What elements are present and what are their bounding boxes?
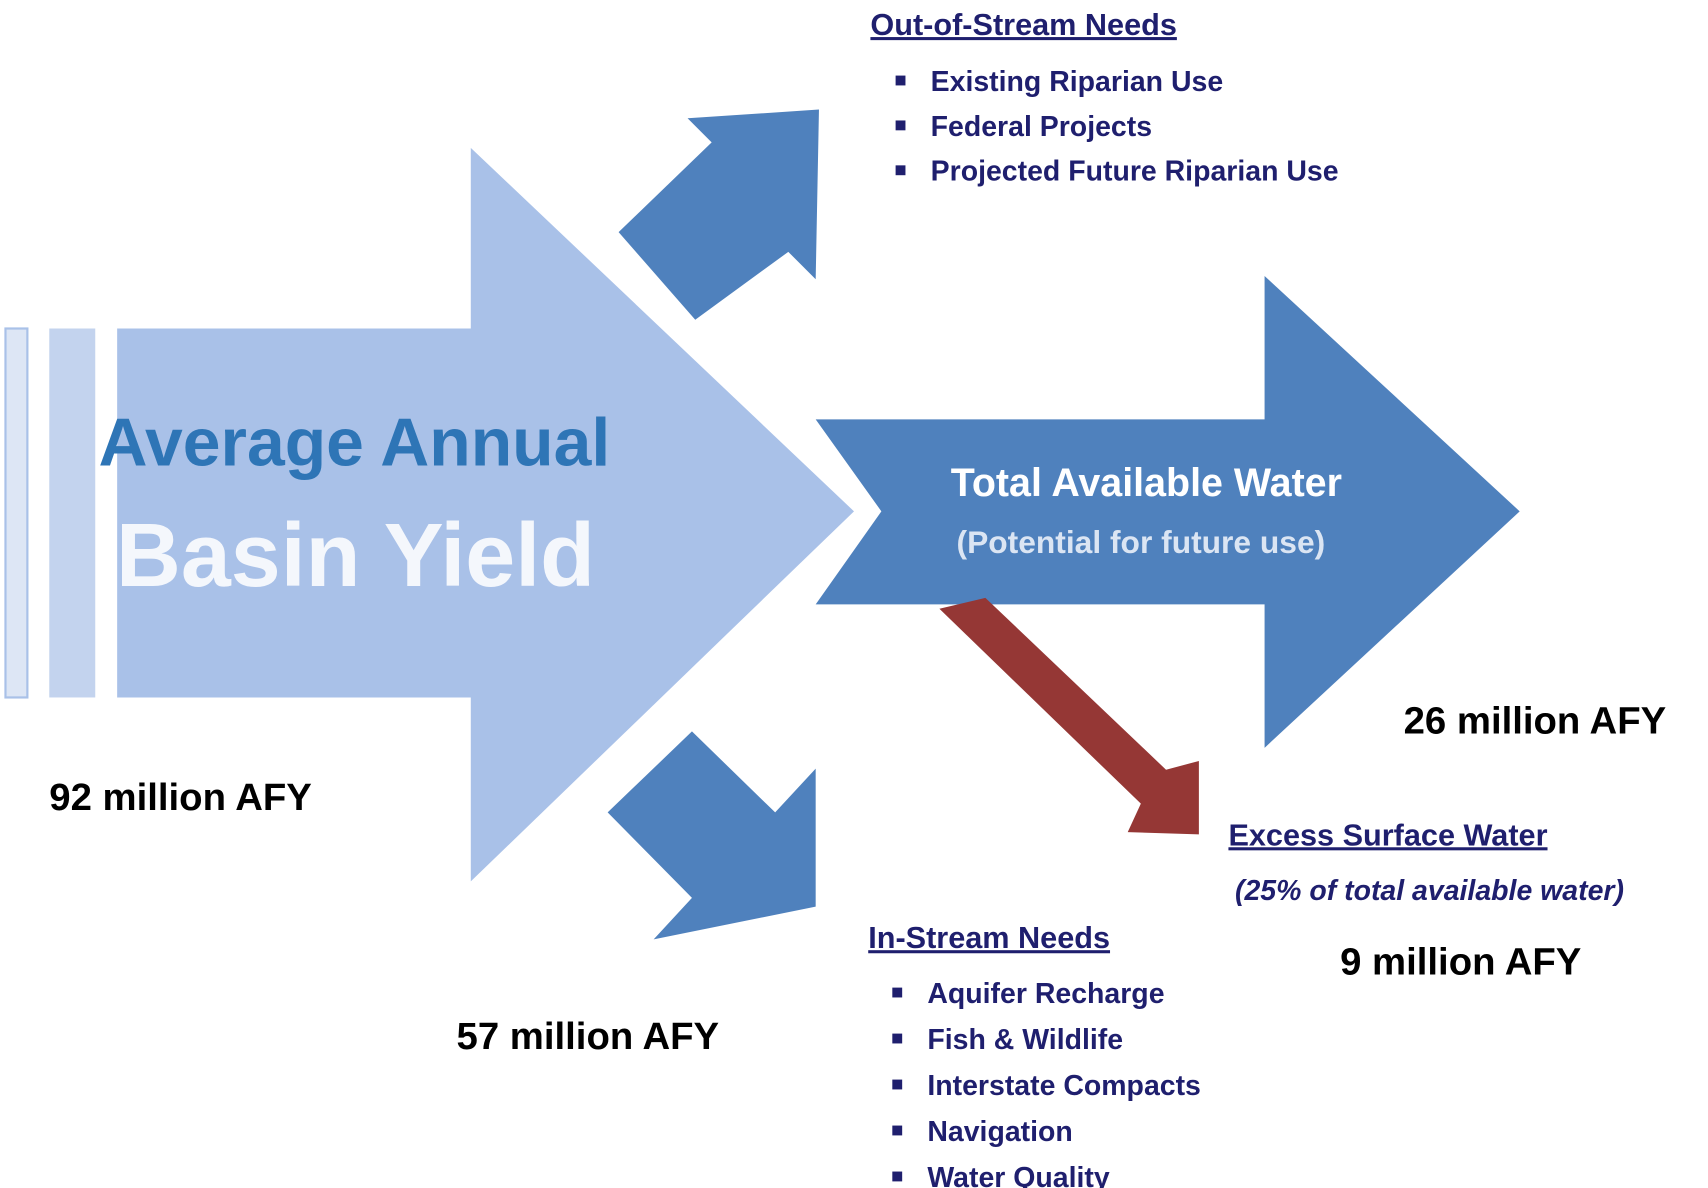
main-title: Basin Yield	[116, 506, 595, 606]
main-title: Average Annual	[99, 405, 611, 480]
list-item: Existing Riparian Use	[931, 66, 1224, 98]
bullet	[892, 987, 903, 998]
heading: Out-of-Stream Needs	[870, 8, 1176, 42]
amount: 26 million AFY	[1404, 700, 1667, 743]
total-subtitle: (Potential for future use)	[957, 524, 1326, 560]
heading: In-Stream Needs	[868, 921, 1110, 955]
excess-arrow	[939, 597, 1199, 835]
bullet	[892, 1171, 903, 1182]
heading: Excess Surface Water	[1228, 818, 1547, 852]
list-item: Projected Future Riparian Use	[931, 156, 1339, 188]
bullet	[895, 120, 906, 131]
bullet	[892, 1125, 903, 1136]
bullet	[895, 165, 906, 176]
amount: 9 million AFY	[1340, 940, 1581, 983]
stripe	[49, 328, 96, 698]
list-item: Water Quality	[927, 1162, 1110, 1188]
list-item: Navigation	[927, 1116, 1072, 1148]
list-item: Fish & Wildlife	[927, 1024, 1123, 1056]
in-arrow	[607, 731, 816, 940]
bullet	[895, 75, 906, 86]
list-item: Federal Projects	[931, 111, 1152, 143]
total-arrow	[815, 275, 1520, 748]
amount: 92 million AFY	[49, 776, 312, 819]
list: Existing Riparian Use Federal Projects Pro…	[895, 66, 1339, 188]
note: (25% of total available water)	[1235, 875, 1624, 907]
stripe	[4, 327, 29, 699]
list-item: Interstate Compacts	[927, 1070, 1201, 1102]
bullet	[892, 1033, 903, 1044]
list-item: Aquifer Recharge	[927, 978, 1164, 1010]
main-arrow	[117, 147, 854, 882]
amount: 57 million AFY	[457, 1015, 720, 1058]
list: Aquifer Recharge Fish & Wildlife Interstat…	[892, 978, 1201, 1188]
out-arrow	[618, 109, 819, 320]
total-title: Total Available Water	[951, 461, 1342, 505]
bullet	[892, 1079, 903, 1090]
